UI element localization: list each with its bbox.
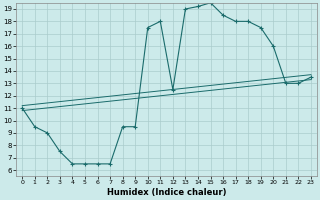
X-axis label: Humidex (Indice chaleur): Humidex (Indice chaleur)	[107, 188, 226, 197]
